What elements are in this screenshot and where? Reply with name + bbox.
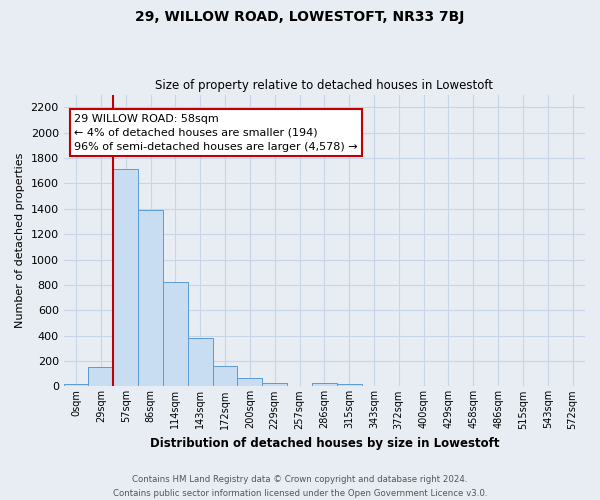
Bar (312, 383, 337, 386)
Text: 29 WILLOW ROAD: 58sqm
← 4% of detached houses are smaller (194)
96% of semi-deta: 29 WILLOW ROAD: 58sqm ← 4% of detached h… (74, 114, 358, 152)
Bar (337, 384, 362, 386)
Bar (212, 366, 238, 386)
Y-axis label: Number of detached properties: Number of detached properties (15, 153, 25, 328)
Bar (262, 383, 287, 386)
Bar (138, 210, 163, 386)
Title: Size of property relative to detached houses in Lowestoft: Size of property relative to detached ho… (155, 79, 493, 92)
Bar (113, 170, 138, 386)
Bar (64, 384, 88, 386)
Bar (163, 282, 188, 387)
Bar (88, 366, 113, 386)
Bar (238, 378, 262, 386)
X-axis label: Distribution of detached houses by size in Lowestoft: Distribution of detached houses by size … (149, 437, 499, 450)
Text: Contains HM Land Registry data © Crown copyright and database right 2024.
Contai: Contains HM Land Registry data © Crown c… (113, 476, 487, 498)
Bar (188, 338, 212, 386)
Text: 29, WILLOW ROAD, LOWESTOFT, NR33 7BJ: 29, WILLOW ROAD, LOWESTOFT, NR33 7BJ (136, 10, 464, 24)
